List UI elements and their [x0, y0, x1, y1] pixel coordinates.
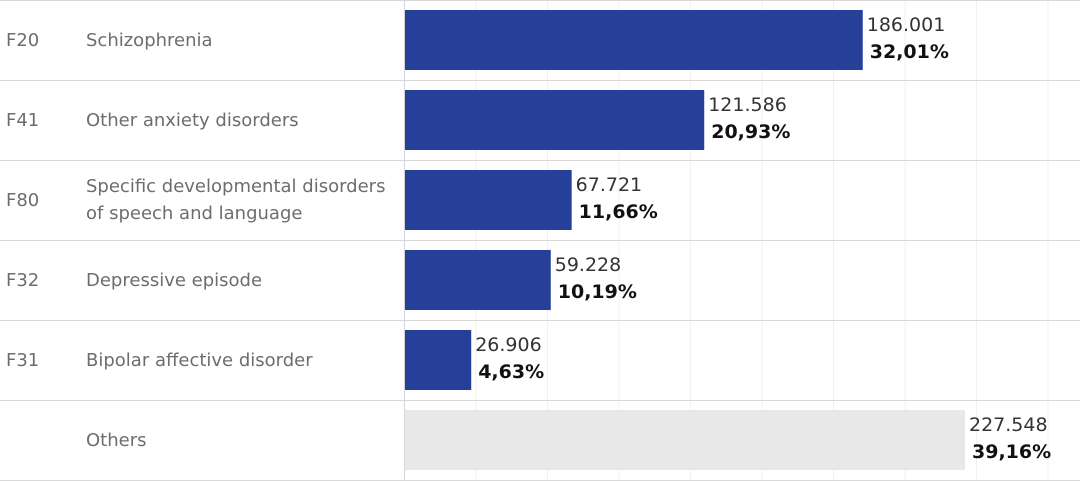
value-label: 59.228: [554, 254, 622, 276]
bar: [405, 170, 572, 230]
bar-others: [405, 410, 965, 470]
value-label: 227.548: [969, 414, 1048, 436]
data-label: 186.001 32,01%: [867, 12, 949, 66]
percent-label: 39,16%: [972, 441, 1052, 463]
value-label: 26.906: [475, 334, 542, 356]
bar: [405, 250, 551, 310]
diagnosis-name: Others: [86, 429, 147, 451]
diagnosis-name: Schizophrenia: [86, 29, 213, 51]
data-label: 121.586 20,93%: [708, 92, 790, 146]
diagnosis-name: Specific developmental disorders of spee…: [86, 176, 386, 224]
value-label: 121.586: [708, 94, 787, 116]
bar: [405, 10, 863, 70]
value-label: 67.721: [575, 174, 643, 196]
diagnosis-code: F80: [6, 189, 40, 211]
diagnosis-name: Depressive episode: [86, 269, 263, 291]
diagnosis-code: F41: [6, 109, 40, 131]
data-label: 26.906 4,63%: [475, 332, 544, 386]
diagnosis-name: Bipolar affective disorder: [86, 349, 313, 371]
diagnosis-code: F31: [6, 349, 40, 371]
value-label: 186.001: [866, 14, 946, 36]
data-label: 67.721 11,66%: [576, 172, 658, 226]
percent-label: 20,93%: [711, 121, 791, 143]
diagnosis-code: F32: [6, 269, 40, 291]
percent-label: 11,66%: [578, 201, 658, 223]
percent-label: 10,19%: [557, 281, 637, 303]
diagnosis-code: F20: [6, 29, 40, 51]
percent-label: 4,63%: [478, 361, 545, 383]
percent-label: 32,01%: [869, 41, 949, 63]
bar: [405, 330, 472, 390]
diagnosis-name: Other anxiety disorders: [86, 109, 299, 131]
data-label: 227.548 39,16%: [969, 412, 1051, 466]
bar: [405, 90, 705, 150]
data-label: 59.228 10,19%: [555, 252, 637, 306]
